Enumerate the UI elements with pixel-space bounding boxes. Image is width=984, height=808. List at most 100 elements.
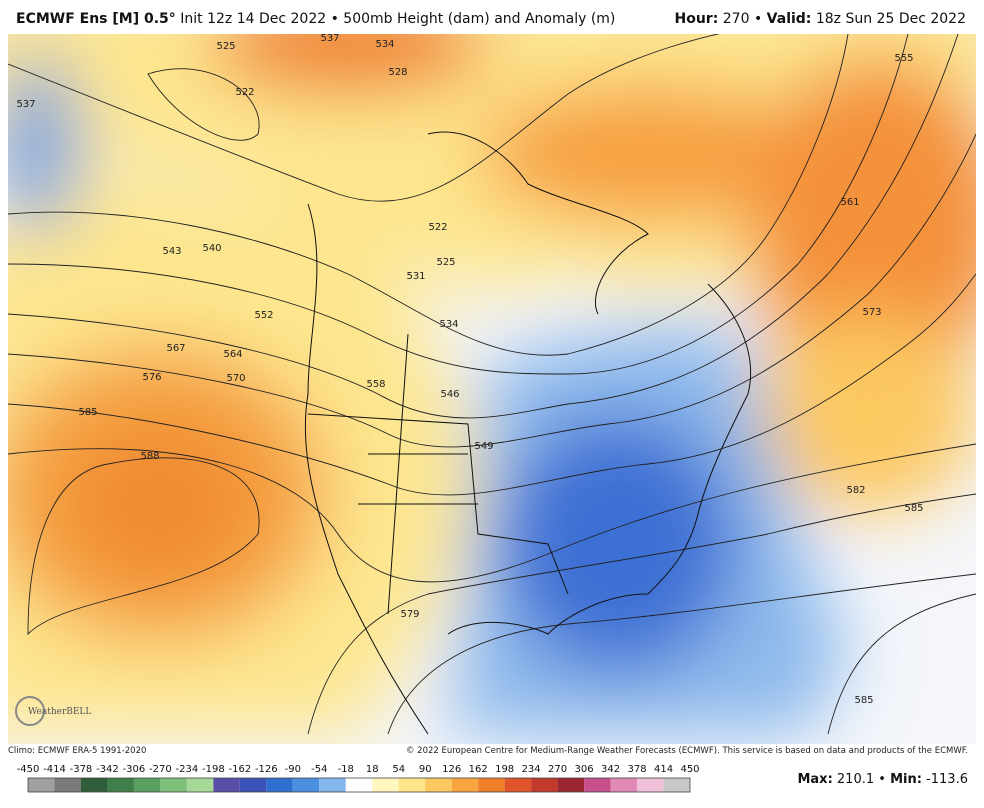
colorbar-tick-label: 54 xyxy=(392,764,405,775)
colorbar-frame xyxy=(27,777,691,793)
colorbar-bin xyxy=(292,778,320,792)
colorbar-tick-label: -270 xyxy=(149,764,172,775)
colorbar-tick-label: -414 xyxy=(43,764,66,775)
separator: • xyxy=(878,772,886,787)
header-left: ECMWF Ens [M] 0.5° Init 12z 14 Dec 2022 … xyxy=(16,11,615,27)
max-min: Max: 210.1 • Min: -113.6 xyxy=(797,772,968,787)
climo: Climo: ECMWF ERA-5 1991-2020 xyxy=(8,746,147,756)
contour-label: 582 xyxy=(846,485,865,496)
contour-label: 585 xyxy=(78,407,97,418)
colorbar-tick-label: 162 xyxy=(469,764,488,775)
contour-label: 570 xyxy=(226,373,245,384)
colorbar-tick-label: 234 xyxy=(522,764,541,775)
contour-label: 543 xyxy=(162,246,181,257)
logo-text: WeatherBELL xyxy=(28,707,91,717)
valid: 18z Sun 25 Dec 2022 xyxy=(815,11,966,27)
colorbar-bin xyxy=(160,778,187,792)
title: ECMWF Ens [M] 0.5° xyxy=(16,11,176,27)
contour-label: 588 xyxy=(140,451,159,462)
colorbar-bin xyxy=(372,778,399,792)
anomaly-field: 525 537 534 528 522 537 543 540 552 567 … xyxy=(8,34,976,744)
colorbar-tick-label: 90 xyxy=(419,764,432,775)
contour-label: 525 xyxy=(436,257,455,268)
colorbar-bin xyxy=(213,778,240,792)
colorbar-tick-label: 18 xyxy=(366,764,379,775)
colorbar-tick-label: 414 xyxy=(654,764,673,775)
logo: WeatherBELL xyxy=(15,696,91,726)
colorbar-tick-label: -126 xyxy=(255,764,278,775)
contour-label: 585 xyxy=(854,695,873,706)
contour-label: 537 xyxy=(16,99,35,110)
contour-label: 540 xyxy=(202,243,221,254)
colorbar-tick-label: -378 xyxy=(70,764,93,775)
colorbar-bin xyxy=(398,778,426,792)
colorbar-bin xyxy=(186,778,214,792)
coastlines xyxy=(304,131,752,735)
colorbar-tick-label: -342 xyxy=(96,764,119,775)
contour-label: 534 xyxy=(375,39,394,50)
min-label: Min: xyxy=(890,772,922,787)
max: 210.1 xyxy=(836,772,875,787)
colorbar-bin xyxy=(478,778,505,792)
subtitle: Init 12z 14 Dec 2022 • 500mb Height (dam… xyxy=(180,11,616,27)
map: 525 537 534 528 522 537 543 540 552 567 … xyxy=(8,34,976,744)
hour: 270 xyxy=(722,11,750,27)
colorbar-bin xyxy=(133,778,161,792)
colorbar: -450 -414 -378 -342 -306 -270 -234 -198 -162 -126… xyxy=(17,764,700,793)
colorbar-tick-label: 378 xyxy=(627,764,646,775)
colorbar-bin xyxy=(531,778,558,792)
contour-label: 579 xyxy=(400,609,419,620)
colorbar-bin xyxy=(239,778,267,792)
colorbar-tick-label: -90 xyxy=(285,764,301,775)
contour-label: 555 xyxy=(894,53,913,64)
contour-label: 537 xyxy=(320,34,339,44)
min: -113.6 xyxy=(926,772,968,787)
contour-label: 549 xyxy=(474,441,493,452)
colorbar-tick-label: -234 xyxy=(176,764,199,775)
colorbar-bin xyxy=(557,778,585,792)
colorbar-bin xyxy=(610,778,638,792)
colorbar-bin xyxy=(504,778,532,792)
contour-label: 528 xyxy=(388,67,407,78)
contour-label: 558 xyxy=(366,379,385,390)
colorbar-tick-label: -162 xyxy=(228,764,251,775)
colorbar-tick-label: -306 xyxy=(123,764,146,775)
contour-label: 561 xyxy=(840,197,859,208)
colorbar-bin xyxy=(80,778,108,792)
separator: • xyxy=(753,11,763,27)
colorbar-bin xyxy=(54,778,81,792)
max-label: Max: xyxy=(797,772,833,787)
colorbar-bin xyxy=(584,778,611,792)
contour-label: 525 xyxy=(216,41,235,52)
contour-label: 552 xyxy=(254,310,273,321)
contour-label: 585 xyxy=(904,503,923,514)
colorbar-bin xyxy=(107,778,134,792)
contour-label: 522 xyxy=(428,222,447,233)
contours xyxy=(8,34,976,735)
contour-label: 567 xyxy=(166,343,185,354)
copyright: © 2022 European Centre for Medium-Range … xyxy=(405,746,968,756)
header: ECMWF Ens [M] 0.5° Init 12z 14 Dec 2022 … xyxy=(0,0,984,34)
colorbar-bin xyxy=(345,778,373,792)
colorbar-tick-label: -450 xyxy=(17,764,40,775)
header-right: Hour: 270 • Valid: 18z Sun 25 Dec 2022 xyxy=(675,11,967,27)
colorbar-tick-label: 450 xyxy=(680,764,699,775)
colorbar-bin xyxy=(451,778,479,792)
colorbar-tick-label: 306 xyxy=(575,764,594,775)
contour-label: 522 xyxy=(235,87,254,98)
contour-label: 546 xyxy=(440,389,459,400)
colorbar-tick-label: -18 xyxy=(338,764,354,775)
colorbar-tick-label: -54 xyxy=(311,764,327,775)
contour-label: 564 xyxy=(223,349,242,360)
colorbar-tick-label: 342 xyxy=(601,764,620,775)
colorbar-tick-label: -198 xyxy=(202,764,225,775)
colorbar-tick-label: 270 xyxy=(548,764,567,775)
contour-label: 534 xyxy=(439,319,458,330)
colorbar-bin xyxy=(266,778,293,792)
colorbar-bin xyxy=(319,778,346,792)
hour-label: Hour: xyxy=(674,11,719,27)
colorbar-tick-label: 198 xyxy=(495,764,514,775)
colorbar-bin xyxy=(28,778,55,792)
contour-label: 573 xyxy=(862,307,881,318)
